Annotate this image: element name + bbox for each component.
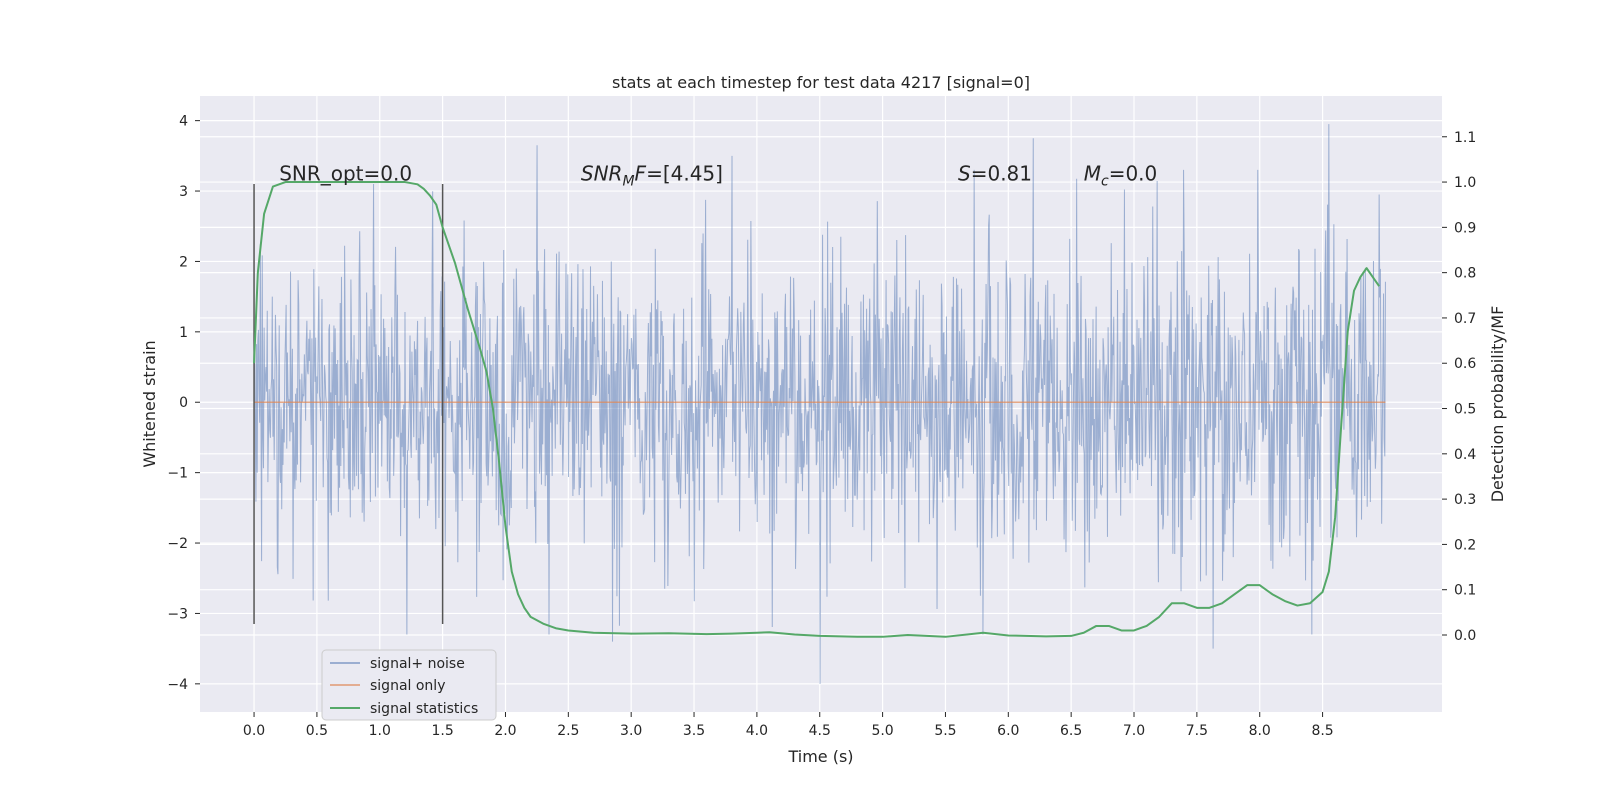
y-tick-label: −1 (167, 466, 188, 482)
annotation-s-stat: S=0.81 (958, 161, 1032, 185)
annotation-snr-mf: SNRMF=[4.45] (581, 161, 723, 189)
chart-title: stats at each timestep for test data 421… (612, 73, 1030, 92)
annotation-mc-stat: Mc=0.0 (1084, 161, 1158, 189)
x-tick-label: 7.5 (1186, 723, 1208, 739)
legend-box (321, 649, 497, 721)
x-tick-label: 5.0 (871, 723, 893, 739)
legend-label-signal-noise: signal+ noise (370, 656, 465, 672)
y-tick-label: 2 (179, 254, 188, 270)
y2-tick-label: 0.7 (1454, 311, 1476, 327)
y2-tick-label: 0.9 (1454, 220, 1476, 236)
y-tick-label: 1 (179, 325, 188, 341)
x-tick-label: 1.5 (431, 723, 453, 739)
x-tick-label: 4.5 (809, 723, 831, 739)
y2-tick-label: 0.4 (1454, 447, 1476, 463)
x-axis-label: Time (s) (787, 747, 853, 766)
y2-tick-label: 0.3 (1454, 492, 1476, 508)
x-tick-label: 3.0 (620, 723, 642, 739)
y-tick-label: −2 (167, 536, 188, 552)
x-tick-label: 7.0 (1123, 723, 1145, 739)
y2-axis-label: Detection probability/MF (1488, 306, 1507, 503)
x-tick-label: 0.5 (306, 723, 328, 739)
y2-tick-label: 0.5 (1454, 402, 1476, 418)
legend-label-signal-only: signal only (370, 678, 445, 694)
x-tick-label: 0.0 (243, 723, 265, 739)
y-tick-label: 4 (179, 114, 188, 130)
y-tick-label: 0 (179, 395, 188, 411)
legend-label-signal-statistics: signal statistics (370, 701, 478, 717)
overlay-series (253, 181, 1386, 638)
y2-tick-label: 1.0 (1454, 175, 1476, 191)
legend: signal+ noise signal only signal statist… (321, 649, 497, 721)
y2-tick-label: 0.1 (1454, 583, 1476, 599)
y2-tick-label: 1.1 (1454, 130, 1476, 146)
annotations: SNR_opt=0.0 SNRMF=[4.45] S=0.81 Mc=0.0 (279, 161, 1157, 189)
y2-tick-label: 0.2 (1454, 537, 1476, 553)
y-tick-label: 3 (179, 184, 188, 200)
annotation-snr-opt: SNR_opt=0.0 (279, 161, 412, 185)
x-tick-label: 1.0 (369, 723, 391, 739)
y-tick-label: −3 (167, 606, 188, 622)
x-tick-label: 8.5 (1311, 723, 1333, 739)
y2-tick-label: 0.6 (1454, 356, 1476, 372)
y2-tick-label: 0.0 (1454, 628, 1476, 644)
y-axis-label: Whitened strain (140, 340, 159, 467)
x-tick-label: 5.5 (934, 723, 956, 739)
y2-tick-label: 0.8 (1454, 266, 1476, 282)
y-tick-label: −4 (167, 677, 188, 693)
x-tick-label: 8.0 (1249, 723, 1271, 739)
axes: 0.0 0.5 1.0 1.5 2.0 2.5 3.0 3.5 4.0 4.5 5.0 5.5 6.0 6… (167, 114, 1476, 739)
x-tick-label: 2.5 (557, 723, 579, 739)
x-tick-label: 6.5 (1060, 723, 1082, 739)
x-tick-label: 3.5 (683, 723, 705, 739)
x-tick-label: 2.0 (494, 723, 516, 739)
x-tick-label: 6.0 (997, 723, 1019, 739)
x-tick-label: 4.0 (746, 723, 768, 739)
signal-statistics-line (253, 181, 1380, 638)
